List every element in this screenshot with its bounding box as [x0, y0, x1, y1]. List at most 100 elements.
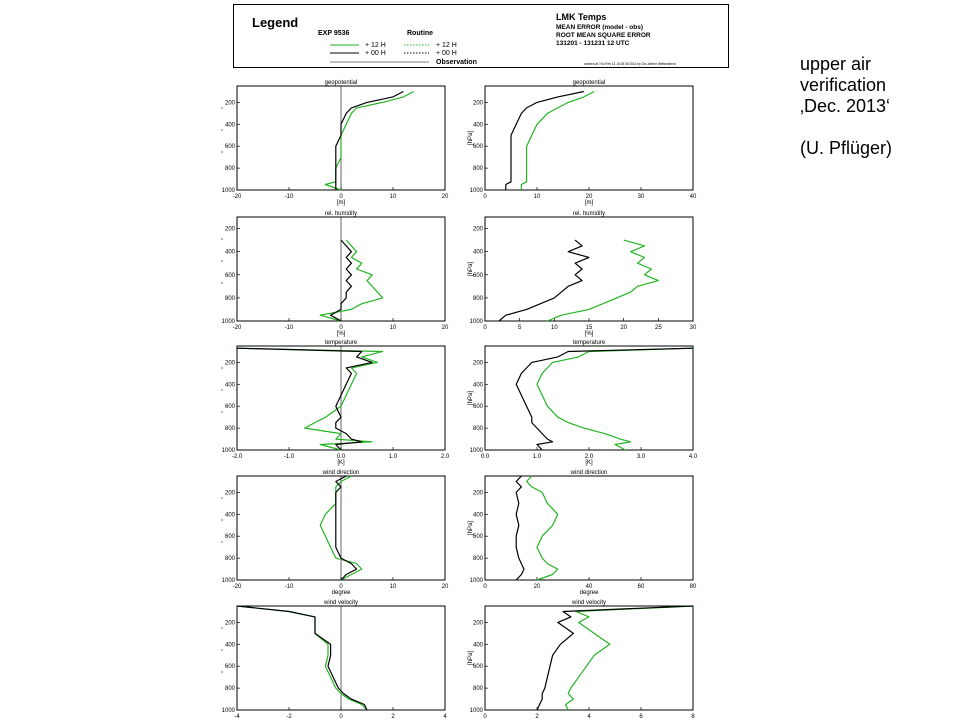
x-tick-label: 20 [442, 194, 449, 200]
x-tick-label: 4 [587, 714, 591, 720]
y-tick-label: 800 [473, 556, 484, 562]
y-tick-label: 600 [225, 273, 236, 279]
x-tick-label: -20 [233, 584, 242, 590]
chart-title: temperature [325, 340, 358, 346]
series-line-00h [335, 90, 404, 190]
legend-heading: Legend [252, 15, 298, 30]
chart-panel-9: wind velocity2004006008001000-4-2024[m/s… [222, 600, 448, 720]
x-tick-label: 20 [620, 325, 627, 331]
x-tick-label: 30 [638, 194, 645, 200]
y-tick-label: 400 [473, 642, 484, 648]
x-tick-label: 3.0 [637, 454, 646, 460]
series-line-00h [236, 605, 368, 711]
x-tick-label: 0 [339, 325, 343, 331]
x-axis-label: [K] [585, 460, 593, 466]
series-line-12h [236, 347, 384, 451]
series-line-12h [536, 347, 694, 451]
y-tick-label: 400 [473, 122, 484, 128]
x-tick-label: 4.0 [689, 454, 698, 460]
x-tick-label: 10 [390, 194, 397, 200]
x-tick-label: 60 [638, 584, 645, 590]
y-tick-label: 400 [473, 512, 484, 518]
series-line-00h [536, 605, 694, 711]
y-tick-label: 800 [225, 686, 236, 692]
legend-box: Legend EXP 9536 Routine + 12 H + 00 H + … [233, 4, 729, 68]
margin-dot [221, 649, 223, 651]
x-tick-label: -2.0 [232, 454, 243, 460]
x-tick-label: 40 [690, 194, 697, 200]
y-tick-label: 800 [225, 426, 236, 432]
y-tick-label: 400 [225, 642, 236, 648]
x-tick-label: 2 [535, 714, 539, 720]
chart-title: wind direction [570, 470, 608, 476]
series-line-00h [330, 239, 352, 322]
caption-line-1: upper air [800, 54, 872, 74]
series-line-12h [319, 239, 384, 322]
margin-dot [221, 238, 223, 240]
margin-dot [221, 151, 223, 153]
x-tick-label: 0 [483, 584, 487, 590]
y-tick-label: 200 [473, 227, 484, 233]
y-tick-label: 200 [473, 620, 484, 626]
x-axis-label: degree [332, 590, 351, 596]
chart-panel-1: geopotential 200 400 600 800 1000-20 -10 0 10 20 [… [222, 80, 449, 206]
series-line-12h [547, 239, 659, 322]
x-tick-label: -10 [285, 325, 294, 331]
y-tick-label: 1000 [222, 188, 236, 194]
x-tick-label: 20 [586, 194, 593, 200]
caption-line-3: ‚Dec. 2013‘ [800, 96, 891, 116]
x-tick-label: 0.0 [481, 454, 490, 460]
x-tick-label: -2 [286, 714, 292, 720]
chart-title: wind velocity [323, 600, 358, 606]
y-tick-label: 200 [225, 490, 236, 496]
y-tick-label: 200 [225, 620, 236, 626]
x-tick-label: 0 [483, 194, 487, 200]
y-tick-label: 1000 [470, 188, 484, 194]
chart-title: rel. humidity [573, 211, 605, 217]
y-tick-label: 600 [225, 534, 236, 540]
x-axis-label: [K] [337, 460, 345, 466]
margin-dot [221, 129, 223, 131]
chart-panel-10: wind velocity200400600800100002468[m/s][… [468, 600, 695, 720]
y-tick-label: 600 [473, 273, 484, 279]
x-tick-label: 10 [534, 194, 541, 200]
x-tick-label: 10 [551, 325, 558, 331]
x-tick-label: 8 [691, 714, 695, 720]
margin-dot [221, 519, 223, 521]
y-tick-label: 800 [473, 426, 484, 432]
x-tick-label: 0 [339, 584, 343, 590]
x-tick-label: 20 [442, 584, 449, 590]
y-tick-label: 400 [225, 250, 236, 256]
legend-line3: 131201 - 131231 12 UTC [556, 40, 630, 47]
margin-dot [221, 541, 223, 543]
y-tick-label: 800 [225, 166, 236, 172]
x-tick-label: 10 [390, 584, 397, 590]
margin-dot [221, 389, 223, 391]
y-tick-label: 200 [473, 100, 484, 106]
x-tick-label: 0 [483, 325, 487, 331]
legend-routine12-label: + 12 H [436, 42, 457, 49]
x-tick-label: -4 [234, 714, 240, 720]
y-tick-label: 1000 [470, 448, 484, 454]
y-tick-label: 400 [473, 382, 484, 388]
side-caption: upper air verification ‚Dec. 2013‘ (U. P… [800, 54, 950, 159]
margin-dot [221, 497, 223, 499]
x-tick-label: 2.0 [441, 454, 450, 460]
series-line-00h [505, 90, 584, 190]
margin-dot [221, 367, 223, 369]
y-tick-label: 200 [225, 100, 236, 106]
y-tick-label: 400 [225, 512, 236, 518]
x-tick-label: -10 [285, 584, 294, 590]
x-tick-label: 1.0 [389, 454, 398, 460]
x-tick-label: 5 [518, 325, 522, 331]
y-axis-label: [hPa] [468, 131, 474, 145]
y-tick-label: 600 [473, 664, 484, 670]
y-tick-label: 1000 [470, 578, 484, 584]
x-tick-label: -20 [233, 325, 242, 331]
chart-title: rel. humidity [325, 211, 357, 217]
chart-title: temperature [573, 340, 606, 346]
y-axis-label: [hPa] [468, 391, 474, 405]
margin-dot [221, 260, 223, 262]
